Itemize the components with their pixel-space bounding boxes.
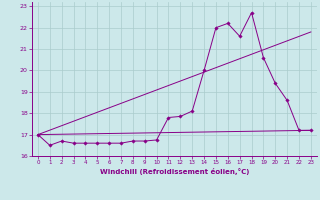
X-axis label: Windchill (Refroidissement éolien,°C): Windchill (Refroidissement éolien,°C) <box>100 168 249 175</box>
